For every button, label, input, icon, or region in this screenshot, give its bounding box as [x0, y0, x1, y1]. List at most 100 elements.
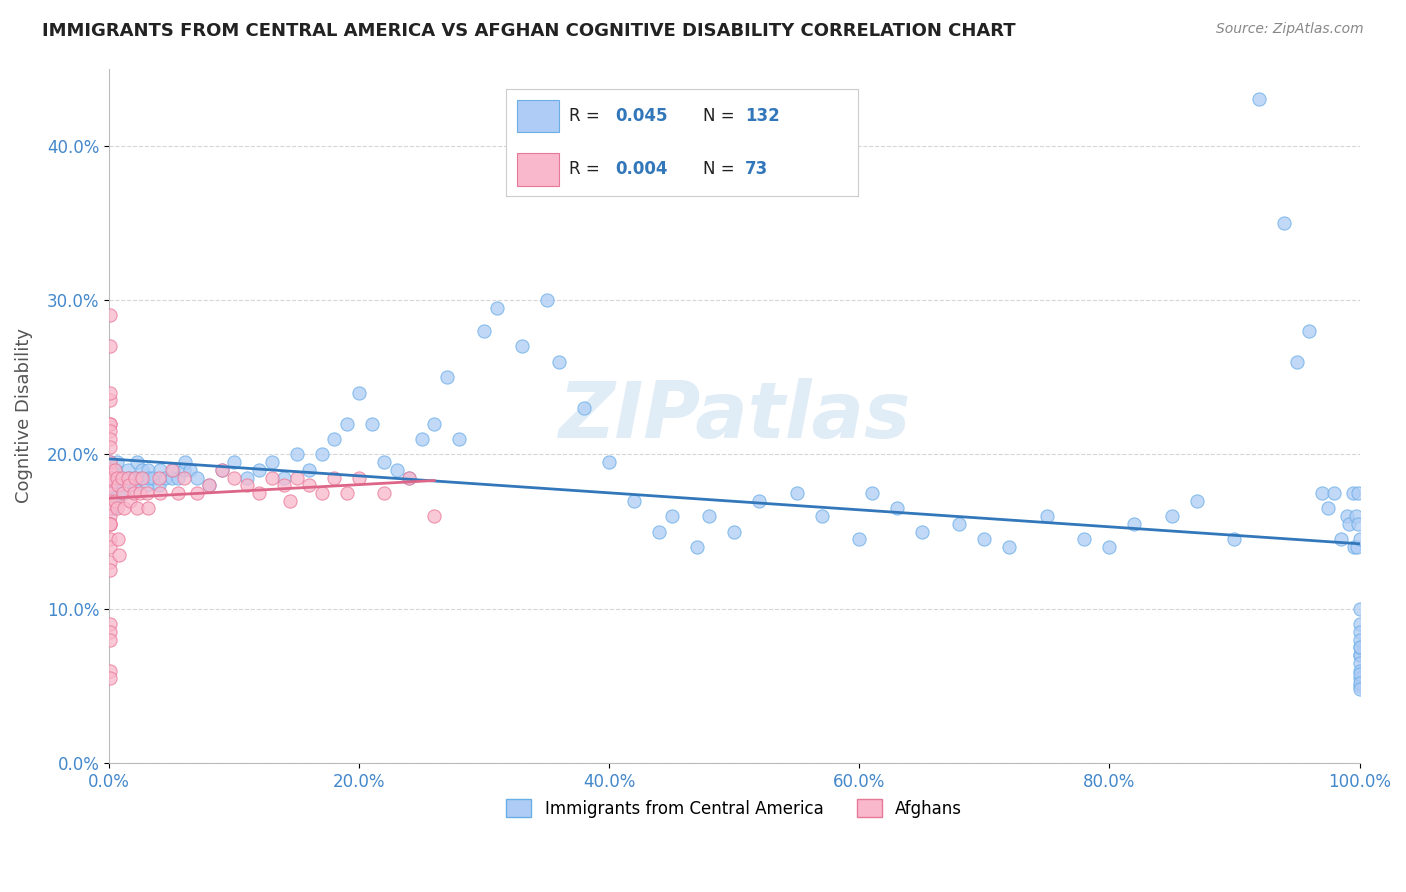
Point [848, 533, 870, 547]
Point [347, 385, 370, 400]
Point [235, 470, 257, 484]
Point [98, 432, 121, 446]
Point [298, 463, 321, 477]
Point [247, 463, 270, 477]
Point [111, 486, 134, 500]
Point [112, 501, 135, 516]
Point [998, 540, 1021, 554]
Point [211, 463, 233, 477]
Point [100, 486, 122, 500]
Point [485, 301, 508, 315]
Bar [517, 153, 558, 186]
Point [1348, 648, 1371, 662]
Point [686, 540, 709, 554]
Point [260, 470, 283, 484]
Point [411, 432, 433, 446]
Point [142, 470, 165, 484]
Point [510, 339, 533, 353]
Point [101, 493, 124, 508]
Point [436, 370, 458, 384]
Point [273, 478, 295, 492]
Point [100, 486, 122, 500]
Point [120, 493, 142, 508]
Point [179, 463, 201, 477]
Point [1073, 533, 1095, 547]
Point [1348, 666, 1371, 681]
Point [122, 486, 145, 500]
Point [886, 501, 908, 516]
Point [100, 478, 122, 492]
Text: R =: R = [569, 107, 606, 125]
Point [198, 478, 221, 492]
Point [98, 501, 121, 516]
Point [1323, 486, 1346, 500]
Point [1347, 486, 1369, 500]
Point [423, 417, 446, 431]
Point [98, 417, 121, 431]
Point [948, 516, 970, 531]
Point [235, 478, 257, 492]
Point [211, 463, 233, 477]
Point [98, 470, 121, 484]
Point [149, 486, 172, 500]
Point [98, 516, 121, 531]
Point [697, 509, 720, 524]
Point [98, 516, 121, 531]
Point [311, 486, 333, 500]
Point [105, 501, 128, 516]
Point [1348, 664, 1371, 678]
Point [1348, 676, 1371, 690]
Point [98, 309, 121, 323]
Point [173, 470, 195, 484]
Point [1336, 509, 1358, 524]
Point [98, 486, 121, 500]
Point [811, 509, 834, 524]
Point [108, 548, 131, 562]
Point [1348, 632, 1371, 647]
Point [104, 493, 127, 508]
Point [1161, 509, 1184, 524]
Point [98, 617, 121, 632]
Point [472, 324, 495, 338]
Point [1347, 516, 1369, 531]
Point [118, 478, 141, 492]
Point [98, 455, 121, 469]
Point [98, 624, 121, 639]
Point [247, 486, 270, 500]
Point [860, 486, 883, 500]
Point [160, 463, 183, 477]
Text: 132: 132 [745, 107, 780, 125]
Text: N =: N = [703, 107, 740, 125]
Point [98, 533, 121, 547]
Point [285, 470, 308, 484]
Point [1317, 501, 1340, 516]
Point [98, 556, 121, 570]
Point [105, 455, 128, 469]
Point [98, 478, 121, 492]
Point [100, 463, 122, 477]
Point [661, 509, 683, 524]
Point [1348, 671, 1371, 685]
Point [1185, 493, 1208, 508]
Point [100, 470, 122, 484]
Point [398, 470, 420, 484]
Point [574, 401, 596, 416]
Point [280, 493, 302, 508]
Point [98, 563, 121, 577]
Point [98, 417, 121, 431]
Point [1348, 601, 1371, 615]
Point [186, 470, 208, 484]
Point [224, 470, 246, 484]
Point [360, 417, 382, 431]
Point [311, 447, 333, 461]
Point [1223, 533, 1246, 547]
Point [536, 293, 558, 307]
Point [298, 478, 321, 492]
Point [117, 463, 139, 477]
Point [104, 463, 127, 477]
Point [1339, 516, 1361, 531]
Point [98, 540, 121, 554]
Point [98, 493, 121, 508]
Point [398, 470, 420, 484]
Point [748, 493, 770, 508]
